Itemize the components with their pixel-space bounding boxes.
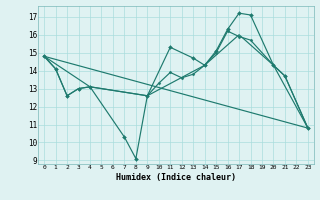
X-axis label: Humidex (Indice chaleur): Humidex (Indice chaleur) bbox=[116, 173, 236, 182]
